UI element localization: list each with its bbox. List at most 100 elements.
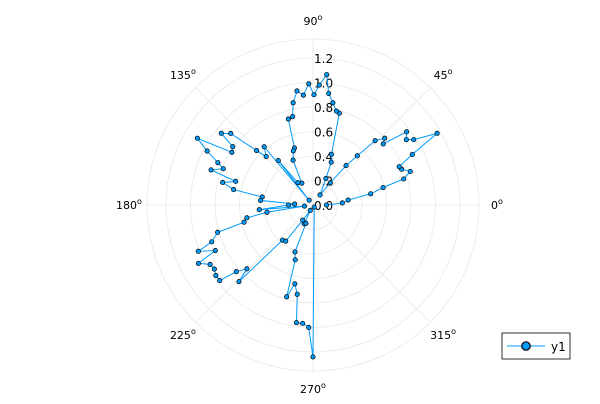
data-point (333, 108, 339, 114)
theta-tick-label: 90o (304, 13, 323, 28)
data-point (303, 220, 309, 226)
data-point (283, 238, 289, 244)
r-tick-label: 0.4 (314, 150, 333, 164)
data-point (215, 229, 221, 235)
data-point (396, 164, 402, 170)
data-point (292, 249, 298, 255)
data-point (310, 354, 316, 360)
data-point (290, 157, 296, 163)
data-point (311, 204, 317, 210)
data-point (293, 320, 300, 326)
data-point (236, 279, 242, 285)
data-point (401, 176, 407, 182)
data-point (328, 159, 334, 165)
data-point (323, 202, 330, 208)
data-point (434, 130, 440, 136)
data-point (343, 163, 349, 169)
data-point (229, 149, 235, 155)
theta-tick-label: 225o (170, 327, 196, 342)
data-point (213, 273, 219, 279)
data-point (290, 148, 296, 154)
data-point (233, 269, 239, 275)
data-point (207, 261, 213, 267)
data-point (345, 197, 351, 203)
data-point (382, 135, 388, 141)
theta-gridline (312, 87, 431, 206)
data-point (306, 324, 312, 330)
data-point (284, 294, 290, 300)
theta-tick-label: 270o (300, 381, 326, 396)
theta-tick-label: 135o (170, 67, 196, 82)
theta-tick-labels: 0o 45o 90o 135o 180o 225o 270o 315o (116, 13, 503, 396)
data-point (290, 100, 296, 106)
data-point (380, 184, 386, 191)
data-point (218, 130, 224, 136)
data-point (404, 129, 410, 135)
data-point (292, 257, 298, 263)
theta-gridline (312, 204, 431, 323)
data-point (326, 90, 332, 96)
data-point (411, 137, 417, 143)
r-tick-label: 1.2 (314, 52, 333, 66)
data-point (285, 116, 291, 122)
data-point (208, 167, 214, 173)
data-point (316, 82, 322, 88)
theta-tick-label: 315o (430, 327, 456, 342)
data-point (209, 239, 215, 245)
data-point (300, 92, 306, 98)
data-point (231, 187, 237, 193)
theta-tick-label: 180o (116, 197, 142, 212)
data-point (204, 148, 210, 154)
theta-tick-label: 0o (491, 197, 503, 212)
data-point (403, 137, 409, 143)
data-point (317, 192, 323, 198)
r-tick-label: 0.0 (314, 199, 333, 213)
data-point (275, 158, 281, 164)
data-point (306, 81, 312, 87)
data-point (264, 209, 270, 215)
data-point (307, 207, 313, 214)
data-point (295, 180, 301, 186)
data-point (195, 248, 201, 254)
data-point (244, 266, 250, 272)
data-point (194, 135, 200, 141)
theta-tick-label: 45o (434, 67, 453, 82)
data-point (324, 72, 330, 78)
data-point (290, 114, 296, 120)
data-point (254, 147, 260, 154)
data-point (323, 176, 329, 182)
data-point (256, 207, 262, 213)
data-point (228, 130, 234, 137)
data-point (330, 100, 336, 106)
data-point (220, 166, 226, 172)
data-point (294, 291, 300, 297)
data-point (263, 153, 269, 160)
data-point (292, 281, 298, 287)
data-point (407, 168, 413, 175)
data-point (292, 201, 298, 207)
r-tick-labels: 0.00.20.40.60.81.01.2 (314, 52, 333, 213)
r-tick-label: 0.8 (314, 101, 333, 115)
data-point (300, 320, 306, 326)
data-point (311, 92, 317, 98)
data-point (409, 151, 415, 157)
data-point (354, 153, 360, 159)
data-point (285, 202, 292, 208)
data-point (327, 180, 333, 186)
data-point (212, 248, 218, 254)
data-point (220, 179, 226, 186)
data-point (380, 141, 386, 147)
data-point (261, 144, 267, 150)
legend-marker (521, 341, 531, 351)
data-point (215, 160, 221, 166)
data-point (339, 200, 345, 206)
data-point (195, 260, 201, 266)
legend: y1 (501, 332, 571, 360)
r-tick-label: 0.6 (314, 126, 333, 140)
data-point (306, 197, 312, 203)
data-point (211, 266, 217, 272)
legend-label: y1 (551, 340, 566, 354)
data-point (372, 138, 378, 144)
data-point (368, 191, 374, 197)
